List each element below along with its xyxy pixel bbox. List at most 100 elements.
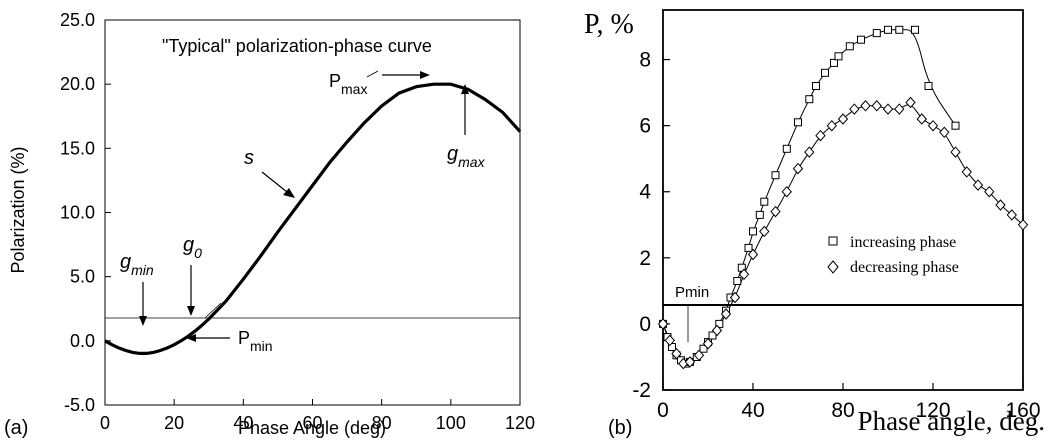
panel-a-x-tick-label: 80: [372, 413, 392, 433]
panel-b-y-tick-label: -2: [632, 379, 651, 402]
point-increasing-phase: [924, 82, 933, 90]
point-decreasing-phase: [711, 324, 723, 337]
point-increasing-phase: [744, 243, 753, 252]
panel-a-curve: [104, 82, 522, 355]
panel-b-y-tick-label: 4: [639, 181, 651, 204]
point-decreasing-phase: [860, 100, 871, 112]
panel-a-tangent-line-2: [204, 302, 222, 319]
gmax-label: gmax: [447, 143, 486, 170]
point-decreasing-phase: [950, 146, 961, 158]
panel-b-y-axis: -2 0 2 4 6 8: [632, 49, 670, 402]
annotation-pmax: Pmax: [329, 71, 430, 97]
panel-b-x-tick-label: 40: [741, 399, 764, 422]
point-increasing-phase: [834, 52, 843, 61]
annotation-g0: g0: [183, 234, 202, 316]
panel-a-y-tick-label: -5.0: [64, 395, 95, 415]
panel-a-y-tick-label: 25.0: [60, 10, 95, 30]
point-decreasing-phase: [905, 96, 916, 109]
annotation-s: s: [244, 147, 295, 198]
panel-b-x-tick-label: 120: [915, 399, 950, 422]
panel-b-y-tick-label: 0: [639, 313, 651, 336]
panel-b-y-axis-label: P, %: [584, 9, 634, 40]
point-decreasing-phase: [939, 126, 950, 139]
point-decreasing-phase: [693, 349, 705, 362]
point-increasing-phase: [845, 42, 854, 51]
point-decreasing-phase: [927, 119, 939, 132]
point-increasing-phase: [911, 25, 919, 34]
panel-b-label: (b): [608, 417, 632, 439]
point-increasing-phase: [951, 121, 960, 130]
panel-a-tangent-line: [366, 70, 379, 78]
point-increasing-phase: [812, 82, 820, 90]
pmin-arrowhead: [186, 334, 196, 342]
point-decreasing-phase: [804, 146, 815, 158]
legend-square-marker: [828, 236, 838, 246]
panel-b-data-points: [657, 25, 1029, 370]
point-decreasing-phase: [671, 347, 682, 360]
point-decreasing-phase: [684, 356, 696, 368]
panel-a-x-tick-label: 0: [100, 413, 110, 433]
point-decreasing-phase: [720, 308, 732, 320]
s-arrow: [261, 171, 288, 193]
point-increasing-phase: [895, 25, 904, 34]
panel-b: -2 0 2 4 6 8 0 40 80 120 160 P, % Phase angle, de…: [584, 9, 1045, 439]
legend-increasing-label: increasing phase: [850, 234, 956, 251]
panel-a-x-axis: 0 20 40 60 80 100 120: [100, 399, 535, 433]
pmax-arrowhead: [420, 71, 430, 79]
annotation-gmax: gmax: [447, 84, 486, 170]
panel-b-x-tick-label: 80: [831, 399, 854, 422]
annotation-pmin: Pmin: [186, 328, 273, 354]
point-decreasing-phase: [826, 119, 837, 132]
panel-a-y-tick-label: 15.0: [60, 138, 95, 158]
panel-a-x-tick-label: 120: [505, 413, 535, 433]
panel-a-y-tick-label: 5.0: [70, 267, 95, 287]
point-decreasing-phase: [995, 199, 1006, 211]
point-increasing-phase: [708, 331, 717, 340]
point-decreasing-phase: [729, 291, 741, 304]
gmin-label: gmin: [120, 251, 154, 278]
panel-a: -5.0 0.0 5.0 10.0 15.0 20.0 25.0 0 20 40 60 80 100 1…: [4, 10, 535, 439]
panel-a-y-tick-label: 10.0: [60, 203, 95, 223]
panel-b-fit-increasing: [662, 29, 956, 364]
point-increasing-phase: [884, 25, 892, 34]
panel-b-pmin-label: Pmin: [675, 284, 709, 301]
gmax-arrowhead: [461, 84, 469, 94]
point-decreasing-phase: [961, 166, 972, 178]
point-increasing-phase: [749, 227, 757, 236]
point-decreasing-phase: [871, 100, 882, 112]
point-decreasing-phase: [738, 268, 750, 281]
panel-a-x-axis-label: Phase Angle (deg): [238, 418, 386, 438]
panel-b-y-tick-label: 2: [639, 247, 651, 270]
panel-a-x-tick-label: 40: [233, 413, 253, 433]
panel-b-legend: increasing phase decreasing phase: [827, 234, 959, 276]
point-increasing-phase: [699, 344, 708, 353]
point-increasing-phase: [821, 68, 829, 77]
point-increasing-phase: [794, 118, 802, 127]
panel-a-y-axis: -5.0 0.0 5.0 10.0 15.0 20.0 25.0: [60, 10, 111, 415]
point-decreasing-phase: [849, 103, 860, 115]
point-increasing-phase: [872, 29, 881, 38]
point-decreasing-phase: [664, 334, 675, 347]
g0-arrowhead: [187, 306, 195, 316]
point-increasing-phase: [782, 144, 791, 153]
point-decreasing-phase: [702, 337, 714, 350]
legend-decreasing-label: decreasing phase: [850, 259, 959, 276]
legend-diamond-marker: [827, 260, 839, 274]
g0-label: g0: [183, 234, 202, 261]
panel-a-y-tick-label: 20.0: [60, 74, 95, 94]
point-decreasing-phase: [1017, 219, 1029, 231]
panel-b-x-axis-label: Phase angle, deg.: [858, 406, 1045, 436]
point-increasing-phase: [755, 210, 764, 219]
panel-b-x-axis: 0 40 80 120 160: [657, 383, 1041, 422]
panel-a-y-axis-label: Polarization (%): [8, 146, 28, 273]
panel-b-x-tick-label: 160: [1005, 399, 1040, 422]
gmin-arrowhead: [139, 316, 147, 326]
point-decreasing-phase: [781, 185, 792, 198]
point-decreasing-phase: [747, 248, 759, 261]
point-decreasing-phase: [759, 225, 770, 238]
point-decreasing-phase: [657, 318, 669, 330]
panel-a-title: "Typical" polarization-phase curve: [162, 36, 432, 56]
point-increasing-phase: [857, 35, 865, 44]
point-increasing-phase: [733, 277, 742, 285]
